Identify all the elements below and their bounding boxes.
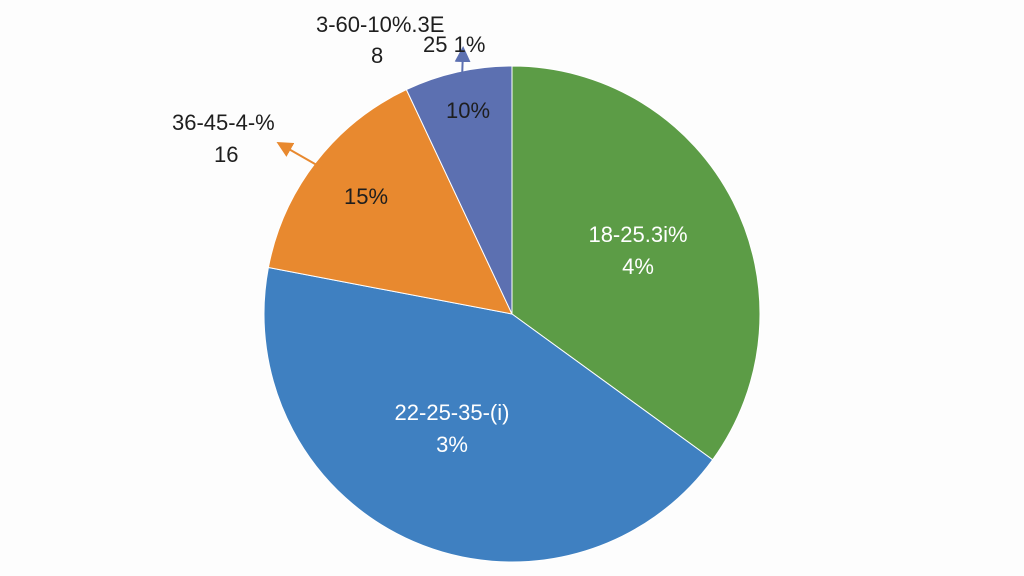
pie-slice xyxy=(267,88,513,315)
slice-label: 15% xyxy=(344,184,388,209)
slice-label: 3% xyxy=(436,432,468,457)
pie-slice xyxy=(405,65,513,315)
slice-label: 3-60-10%.3E xyxy=(316,12,444,37)
leader-arrow xyxy=(276,142,323,169)
leader-arrow xyxy=(454,46,471,81)
slice-label: 22-25-35-(i) xyxy=(395,400,510,425)
slice-label: 4% xyxy=(622,254,654,279)
slice-label: 36-45-4-% xyxy=(172,110,275,135)
slice-label: 10% xyxy=(446,98,490,123)
pie-slice xyxy=(263,266,714,563)
slice-label: 18-25.3i% xyxy=(588,222,687,247)
slice-label: 16 xyxy=(214,142,238,167)
slice-label: 25 1% xyxy=(423,32,485,57)
pie-slice xyxy=(511,65,761,461)
slice-label: 8 xyxy=(371,43,383,68)
